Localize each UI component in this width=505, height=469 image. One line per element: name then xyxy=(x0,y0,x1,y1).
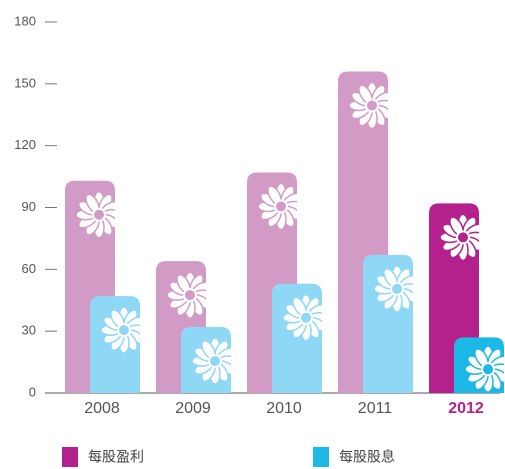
flower-center xyxy=(274,199,288,214)
y-tick-label: 30 xyxy=(22,323,36,338)
flower-icon xyxy=(373,265,413,313)
flower-icon xyxy=(100,306,140,354)
legend-label: 每股盈利 xyxy=(88,449,144,465)
legend-label: 每股股息 xyxy=(339,449,395,465)
x-tick-label: 2008 xyxy=(84,400,120,417)
flower-center xyxy=(183,288,197,303)
flower-icon xyxy=(282,294,322,342)
y-tick-label: 0 xyxy=(29,384,36,399)
flower-icon xyxy=(464,345,504,393)
flower-icon xyxy=(191,337,231,385)
x-tick-label: 2010 xyxy=(266,400,302,417)
y-tick-label: 90 xyxy=(22,199,36,214)
flower-center xyxy=(208,354,222,369)
flower-icon xyxy=(75,190,115,239)
x-tick-label: 2009 xyxy=(175,400,211,417)
x-tick-label: 2011 xyxy=(358,400,393,417)
y-tick-label: 150 xyxy=(14,75,36,90)
legend-swatch xyxy=(62,447,78,467)
flower-center xyxy=(390,281,404,296)
y-tick-label: 180 xyxy=(14,13,36,28)
flower-icon xyxy=(257,182,297,231)
flower-icon xyxy=(348,81,388,130)
flower-center xyxy=(456,230,470,245)
flower-center xyxy=(92,207,106,222)
flower-center xyxy=(481,362,495,377)
legend-swatch xyxy=(313,447,329,467)
y-tick-label: 60 xyxy=(22,261,36,276)
flower-center xyxy=(117,323,131,338)
x-tick-label: 2012 xyxy=(448,400,484,417)
flower-center xyxy=(365,98,379,113)
y-tick-label: 120 xyxy=(14,137,36,152)
flower-center xyxy=(299,310,313,325)
flower-icon xyxy=(166,271,206,319)
flower-icon xyxy=(439,213,479,262)
